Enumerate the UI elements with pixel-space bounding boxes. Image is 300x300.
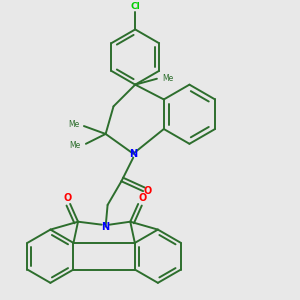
Text: Me: Me (70, 141, 81, 150)
Text: O: O (63, 193, 71, 203)
Text: O: O (144, 186, 152, 196)
Text: N: N (129, 149, 137, 159)
Text: Me: Me (68, 120, 79, 129)
Text: Cl: Cl (130, 2, 140, 11)
Text: N: N (102, 222, 110, 232)
Text: Me: Me (162, 74, 173, 83)
Text: O: O (139, 193, 147, 203)
